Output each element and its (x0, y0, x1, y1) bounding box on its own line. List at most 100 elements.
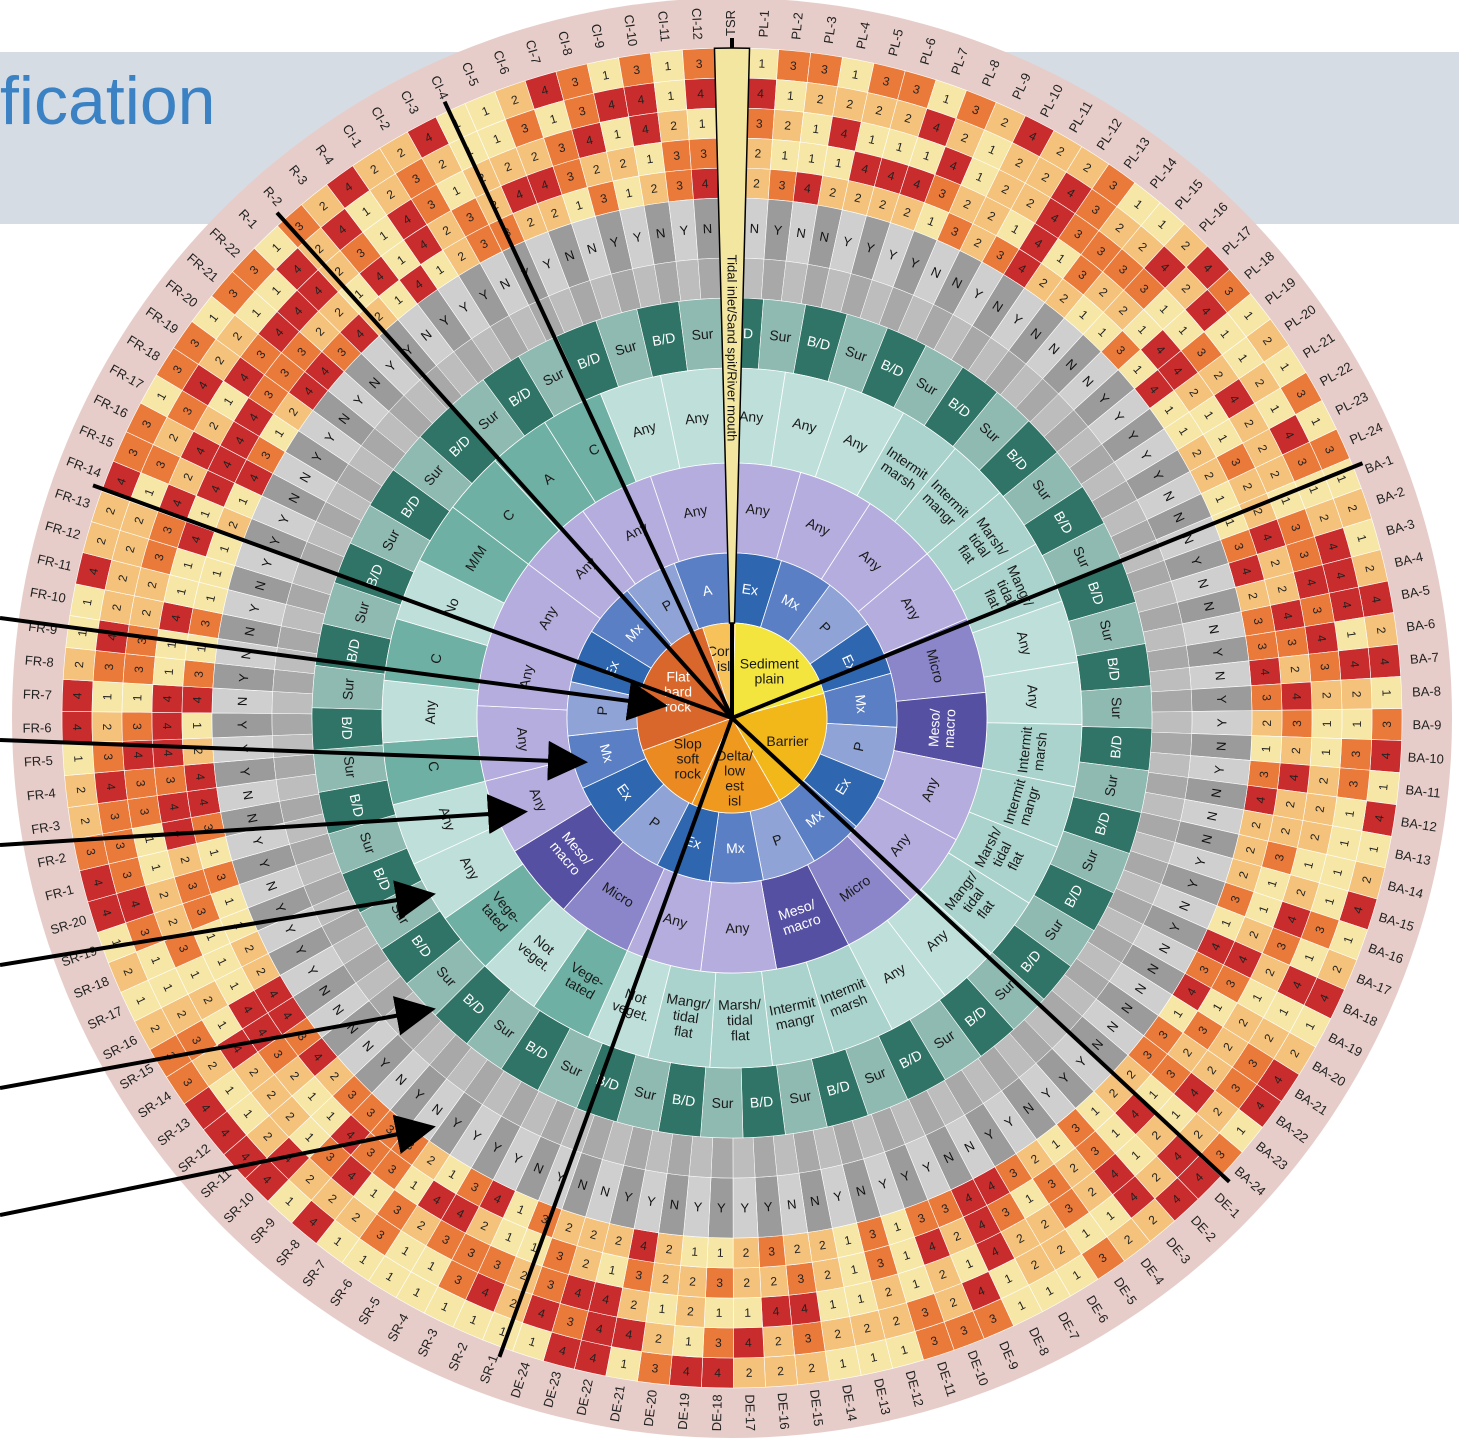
segment-label: BA-13 (1394, 846, 1432, 868)
score-value: 2 (629, 1297, 638, 1312)
score-value: 1 (203, 931, 219, 943)
score-value: 2 (754, 146, 762, 160)
score-value: 4 (975, 1283, 987, 1299)
score-value: 2 (670, 119, 678, 134)
score-value: 2 (72, 660, 87, 668)
yes-no-value: N (1206, 623, 1222, 635)
score-value: 2 (1293, 887, 1308, 898)
score-value: 3 (1274, 940, 1290, 952)
score-value: 1 (1366, 844, 1381, 854)
score-value: 1 (141, 486, 157, 498)
ring-five-label: B/D (1107, 735, 1125, 759)
yes-no-value: N (854, 1182, 867, 1199)
page-title: fication (0, 63, 216, 139)
score-value: 3 (1349, 750, 1363, 758)
yes-no-value: N (1198, 833, 1215, 846)
core-cell (691, 717, 781, 814)
score-value: 4 (188, 534, 203, 545)
score-value: 3 (881, 74, 891, 89)
score-value: 3 (545, 1277, 556, 1292)
score-value: 3 (107, 812, 122, 821)
ring-five-label: Sur (788, 1087, 813, 1107)
score-value: 1 (849, 1262, 859, 1277)
score-value: 3 (875, 1255, 885, 1270)
score-value: 4 (1280, 611, 1295, 620)
score-value: 3 (676, 178, 684, 193)
yes-no-value: N (669, 1197, 680, 1213)
score-value: 1 (1350, 720, 1364, 727)
sector-dividers: Tidal inlet/Sand spit/River mouth (92, 38, 1364, 1358)
score-value: 2 (818, 1238, 827, 1253)
score-value: 2 (139, 608, 154, 617)
score-value: 1 (658, 1302, 667, 1317)
score-value: 2 (1278, 826, 1293, 836)
score-value: 1 (190, 722, 204, 729)
score-value: 3 (599, 191, 609, 206)
score-value: 3 (137, 927, 153, 938)
score-value: 1 (963, 1256, 975, 1272)
core-label: Flat hard rock (664, 669, 692, 715)
ring-two-label: Mx (726, 840, 745, 856)
score-value: 1 (1330, 867, 1345, 877)
score-value: 3 (176, 943, 192, 955)
pointer-arrow (0, 616, 668, 721)
score-value: 4 (193, 773, 208, 781)
score-value: 4 (1377, 658, 1392, 666)
score-value: 1 (925, 214, 937, 230)
score-value: 4 (595, 1321, 605, 1336)
ring-five-label: Sur (1078, 847, 1101, 873)
ring-five-label: Sur (351, 599, 372, 625)
score-value: 3 (565, 169, 576, 184)
segment-label: BA-6 (1405, 616, 1436, 635)
score-value: 1 (148, 954, 164, 966)
score-value: 3 (539, 1211, 550, 1227)
score-value: 4 (1369, 595, 1384, 604)
score-value: 3 (1290, 720, 1304, 727)
score-value: 1 (222, 896, 238, 907)
yes-no-value: N (244, 812, 261, 824)
score-value: 1 (1218, 917, 1234, 929)
ring-two-label: Mx (597, 742, 617, 764)
segment-label: BA-8 (1412, 683, 1441, 699)
ring-five-label: B/D (749, 1093, 774, 1111)
score-value: 2 (564, 1220, 575, 1235)
score-value: 3 (789, 59, 797, 74)
ring-six-cell (697, 257, 722, 300)
segment-label: FR-7 (23, 687, 52, 703)
ring-four-label: Any (791, 414, 818, 435)
score-value: 2 (828, 185, 838, 200)
segment-label: DE-14 (839, 1384, 860, 1423)
score-value: 1 (207, 847, 222, 857)
score-value: 2 (845, 97, 855, 112)
score-value: 3 (1288, 522, 1304, 533)
score-value: 2 (777, 1364, 785, 1378)
ring-five-label: B/D (651, 329, 677, 349)
score-value: 4 (683, 1364, 691, 1378)
ring-four-label: Any (436, 805, 459, 833)
score-value: 4 (1253, 795, 1268, 804)
score-value: 1 (856, 1291, 866, 1306)
score-value: 2 (1236, 869, 1251, 880)
ring-five-label: Sur (843, 343, 869, 365)
score-value: 4 (800, 1301, 809, 1316)
score-value: 3 (192, 670, 207, 678)
score-value: 3 (1380, 721, 1394, 728)
score-value: 3 (214, 872, 229, 883)
score-value: 1 (899, 1342, 909, 1357)
score-value: 2 (165, 916, 181, 927)
ring-six-cell (271, 713, 313, 736)
score-value: 2 (1316, 512, 1332, 523)
ring-four-label: Any (684, 409, 710, 428)
score-value: 4 (1260, 532, 1276, 543)
score-value: 3 (715, 1336, 722, 1350)
score-value: 3 (491, 1257, 503, 1273)
segment-label: FR-5 (23, 753, 53, 770)
score-value: 3 (756, 116, 764, 130)
ring-four-label: Intermitmangr (768, 993, 820, 1033)
score-value: 2 (1329, 963, 1345, 975)
score-value: 1 (480, 103, 492, 119)
score-value: 3 (716, 1276, 723, 1290)
score-value: 2 (1319, 692, 1333, 700)
yes-no-value: Y (717, 1200, 726, 1215)
score-value: 1 (109, 937, 125, 948)
